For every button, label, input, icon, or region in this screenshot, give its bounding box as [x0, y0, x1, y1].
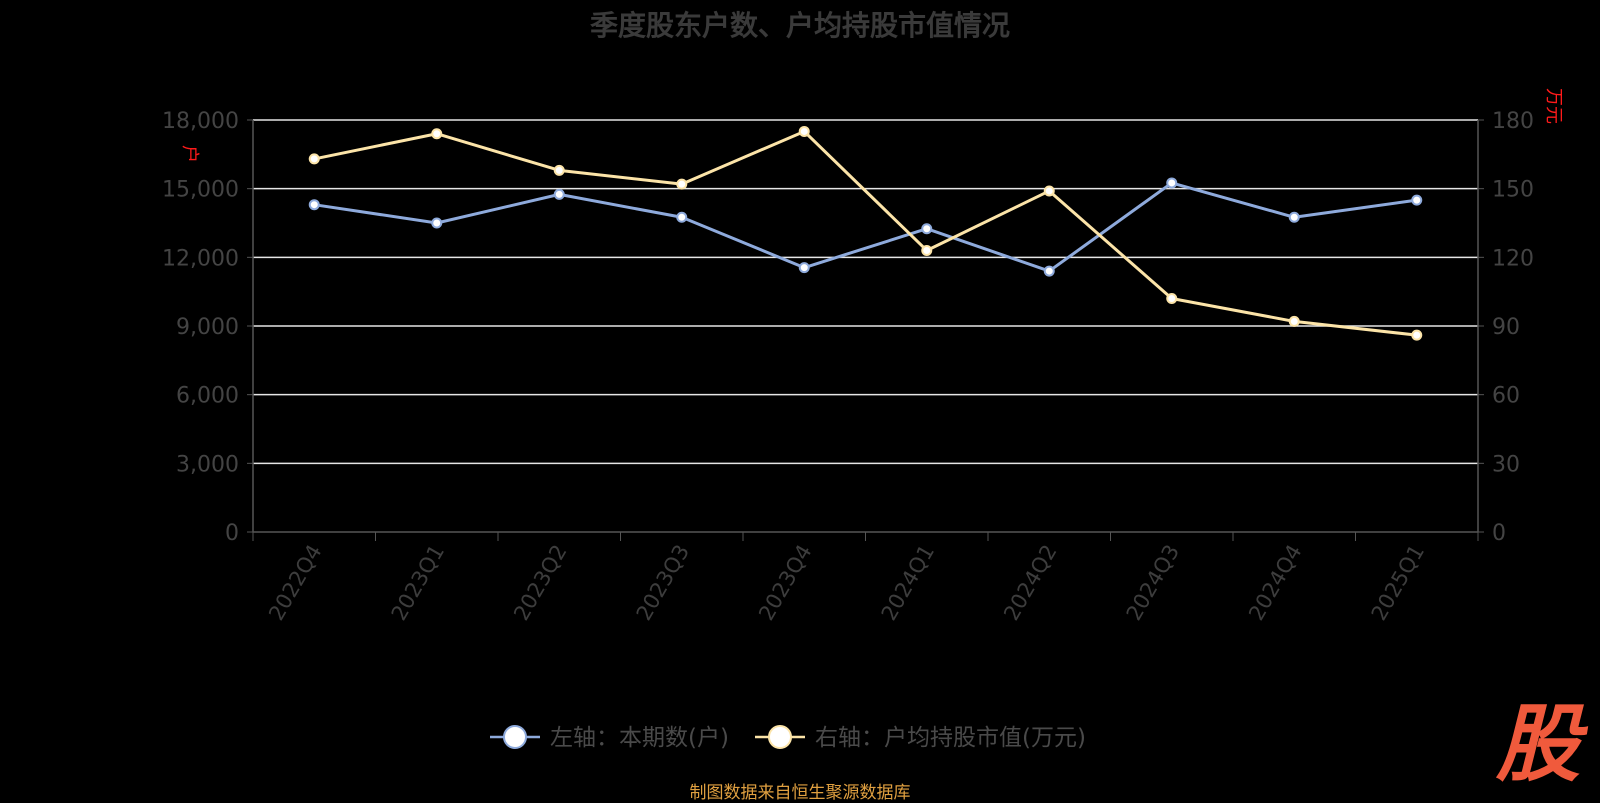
series-lines — [308, 125, 1423, 341]
legend-label-2[interactable]: 右轴：户均持股市值(万元) — [815, 725, 1086, 751]
series-line-2 — [313, 129, 1417, 337]
right-tick-label: 0 — [1492, 521, 1506, 546]
x-tick-label: 2024Q4 — [1244, 541, 1306, 625]
x-tick-label: 2024Q2 — [999, 541, 1061, 625]
series-1-point[interactable] — [1166, 177, 1178, 189]
axes — [247, 119, 1484, 541]
series-2-point[interactable] — [676, 178, 688, 190]
series-2-point[interactable] — [798, 125, 810, 137]
series-2-point[interactable] — [1411, 329, 1423, 341]
x-tick-label: 2023Q1 — [387, 541, 449, 625]
chart-title: 季度股东户数、户均持股市值情况 — [589, 9, 1010, 42]
x-tick-label: 2025Q1 — [1367, 541, 1429, 625]
right-axis-ticks: 0 30 60 90 120 150 180 — [1492, 109, 1534, 546]
series-1-point[interactable] — [1043, 265, 1055, 277]
series-1-point[interactable] — [553, 188, 565, 200]
left-tick-label: 12,000 — [162, 246, 239, 271]
series-1-point[interactable] — [921, 223, 933, 235]
right-tick-label: 150 — [1492, 178, 1534, 203]
right-tick-label: 120 — [1492, 246, 1534, 271]
series-2-point[interactable] — [553, 164, 565, 176]
series-1-point[interactable] — [431, 217, 443, 229]
series-1-point[interactable] — [798, 262, 810, 274]
left-tick-label: 6,000 — [176, 384, 239, 409]
data-source-note: 制图数据来自恒生聚源数据库 — [689, 783, 911, 803]
series-1-point[interactable] — [676, 211, 688, 223]
series-line-1 — [314, 181, 1417, 273]
right-tick-label: 90 — [1492, 315, 1520, 340]
right-tick-label: 60 — [1492, 384, 1520, 409]
grid-lines — [253, 119, 1478, 465]
x-tick-label: 2023Q2 — [509, 541, 571, 625]
left-tick-label: 3,000 — [176, 452, 239, 477]
brand-logo: 股 — [1495, 695, 1580, 793]
right-tick-label: 180 — [1492, 109, 1534, 134]
x-tick-label: 2023Q3 — [632, 541, 694, 625]
series-2-point[interactable] — [308, 153, 320, 165]
series-2-point[interactable] — [1043, 185, 1055, 197]
legend: 左轴：本期数(户) 右轴：户均持股市值(万元) — [490, 725, 1086, 751]
right-tick-label: 30 — [1492, 452, 1520, 477]
x-tick-label: 2024Q1 — [877, 541, 939, 625]
series-2-point[interactable] — [1288, 315, 1300, 327]
x-tick-label: 2023Q4 — [754, 541, 816, 625]
series-2-point[interactable] — [921, 244, 933, 256]
series-1-point[interactable] — [1288, 211, 1300, 223]
x-tick-label: 2024Q3 — [1122, 541, 1184, 625]
left-axis-unit: 户 — [179, 145, 200, 163]
series-2-point[interactable] — [1166, 293, 1178, 305]
left-tick-label: 15,000 — [162, 178, 239, 203]
left-axis-ticks: 0 3,000 6,000 9,000 12,000 15,000 18,000 — [162, 109, 239, 546]
left-tick-label: 0 — [225, 521, 239, 546]
right-axis-unit: 万元 — [1543, 88, 1564, 124]
left-tick-label: 18,000 — [162, 109, 239, 134]
legend-label-1[interactable]: 左轴：本期数(户) — [550, 725, 729, 751]
left-tick-label: 9,000 — [176, 315, 239, 340]
series-2-point[interactable] — [431, 128, 443, 140]
series-1-point[interactable] — [1411, 194, 1423, 206]
legend-marker-1[interactable] — [503, 725, 527, 749]
x-tick-label: 2022Q4 — [264, 541, 326, 625]
legend-marker-2[interactable] — [768, 725, 792, 749]
series-1-point[interactable] — [308, 199, 320, 211]
x-axis-ticks: 2022Q4 2023Q1 2023Q2 2023Q3 2023Q4 2024Q1 2024… — [264, 541, 1429, 625]
